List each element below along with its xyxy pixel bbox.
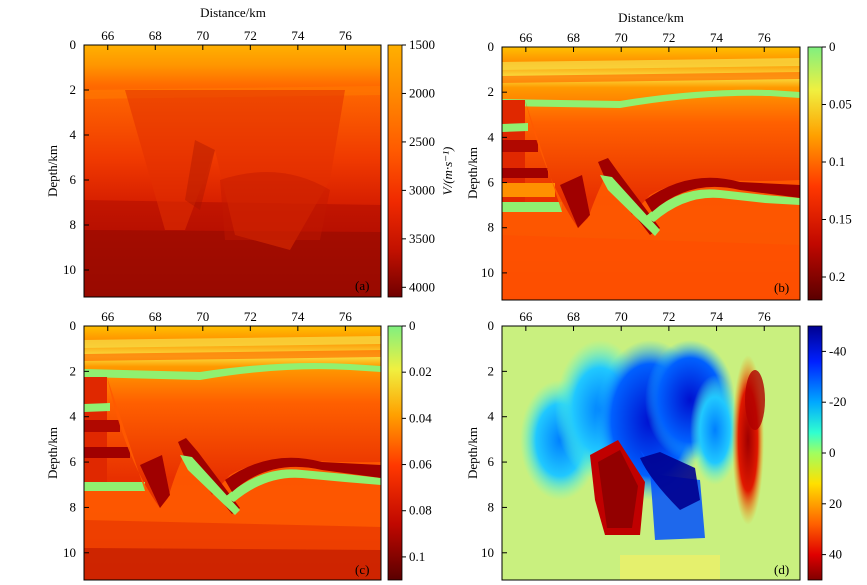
panel-c-image (84, 326, 381, 580)
panel-d-x-tick-label: 70 (615, 309, 628, 324)
panel-b-colorbar-tick-label: 0.1 (829, 154, 845, 169)
panel-d-colorbar-tick-label: 0 (829, 445, 836, 460)
panel-a-y-tick-label: 2 (70, 82, 77, 97)
panel-b-colorbar (807, 46, 823, 301)
panel-c-y-tick-label: 0 (70, 318, 77, 333)
panel-a-colorbar-tick-label: 3500 (409, 231, 435, 246)
panel-b-frame (501, 46, 801, 301)
panel-c-colorbar-tick-label: 0.08 (409, 503, 432, 518)
panel-c-y-axis-title: Depth/km (45, 427, 60, 479)
panel-d-colorbar-tick-label: 20 (829, 496, 842, 511)
panel-c-x-tick-label: 68 (149, 309, 162, 324)
panel-c-y-tick-label: 10 (63, 545, 76, 560)
panel-b-x-tick-label: 70 (615, 30, 628, 45)
panel-c (83, 325, 403, 581)
panel-c-x-tick-label: 72 (244, 309, 257, 324)
panel-a-colorbar-tick-label: 4000 (409, 279, 435, 294)
panel-b-y-tick-label: 6 (488, 175, 495, 190)
panel-b-y-tick-label: 2 (488, 84, 495, 99)
panel-a-colorbar (387, 44, 403, 298)
panel-d-colorbar-tick-label: -20 (829, 394, 846, 409)
panel-a-x-tick-label: 66 (101, 28, 115, 43)
panel-b-x-tick-label: 68 (567, 30, 580, 45)
panel-b-x-tick-label: 74 (710, 30, 724, 45)
panel-d-colorbar (807, 325, 823, 581)
panel-a-x-tick-label: 68 (149, 28, 162, 43)
panel-a-y-tick-label: 10 (63, 262, 76, 277)
ticks-layer: 66 68 70 72 74 760246810150020002500300035004… (63, 28, 852, 564)
panel-a-colorbar-tick-label: 2000 (409, 85, 435, 100)
panel-b-y-axis-title: Depth/km (465, 147, 480, 199)
panel-d-y-axis-title: Depth/km (465, 427, 480, 479)
panel-a (83, 44, 403, 298)
panel-c-x-tick-label: 66 (101, 309, 115, 324)
panel-c-colorbar (387, 325, 403, 581)
panel-c-y-tick-label: 6 (70, 454, 77, 469)
panel-b-y-tick-label: 4 (488, 129, 495, 144)
panel-a-colorbar-tick-label: 3000 (409, 182, 435, 197)
panel-d-tag: (d) (774, 562, 789, 577)
panel-a-colorbar-title: V/(m·s⁻¹) (440, 147, 455, 196)
panel-b-y-tick-label: 8 (488, 220, 495, 235)
panel-c-colorbar-tick-label: 0.04 (409, 410, 432, 425)
panel-b-image (502, 47, 800, 300)
panel-d-image (502, 326, 800, 580)
panel-d-y-tick-label: 8 (488, 499, 495, 514)
panel-a-x-tick-label: 76 (339, 28, 353, 43)
panel-b-colorbar-tick-label: 0.15 (829, 212, 852, 227)
panel-a-y-tick-label: 0 (70, 37, 77, 52)
panel-b-x-axis-title: Distance/km (618, 10, 684, 25)
panel-d-colorbar-tick-label: -40 (829, 343, 846, 358)
panel-d-x-tick-label: 74 (710, 309, 724, 324)
panel-a-x-tick-label: 72 (244, 28, 257, 43)
panel-c-tag: (c) (355, 562, 369, 577)
panel-d-colorbar-tick-label: 40 (829, 547, 842, 562)
panel-c-colorbar-tick-label: 0.02 (409, 364, 432, 379)
panel-d-y-tick-label: 10 (481, 545, 494, 560)
panel-d (501, 325, 823, 581)
panel-b-y-tick-label: 0 (488, 39, 495, 54)
panel-c-colorbar-tick-label: 0.06 (409, 457, 432, 472)
panel-c-frame (83, 325, 382, 581)
panel-d-x-tick-label: 66 (519, 309, 533, 324)
panel-b-colorbar-tick-label: 0.2 (829, 269, 845, 284)
panel-a-frame (83, 44, 382, 298)
panel-c-colorbar-tick-label: 0 (409, 318, 416, 333)
panel-d-frame (501, 325, 801, 581)
panel-c-x-tick-label: 76 (339, 309, 353, 324)
panel-a-y-tick-label: 4 (70, 127, 77, 142)
panel-a-x-axis-title: Distance/km (200, 5, 266, 20)
panel-b (501, 46, 823, 301)
panel-d-y-tick-label: 2 (488, 363, 495, 378)
panel-b-x-tick-label: 66 (519, 30, 533, 45)
panel-a-y-tick-label: 6 (70, 172, 77, 187)
panel-a-x-tick-label: 70 (196, 28, 209, 43)
panel-c-x-tick-label: 74 (291, 309, 305, 324)
panel-c-y-tick-label: 4 (70, 409, 77, 424)
panel-c-y-tick-label: 8 (70, 499, 77, 514)
panel-d-y-tick-label: 0 (488, 318, 495, 333)
panel-a-x-tick-label: 74 (291, 28, 305, 43)
panel-d-x-tick-label: 68 (567, 309, 580, 324)
panel-a-colorbar-tick-label: 2500 (409, 134, 435, 149)
panel-d-y-tick-label: 4 (488, 409, 495, 424)
panel-b-y-tick-label: 10 (481, 265, 494, 280)
panel-d-y-tick-label: 6 (488, 454, 495, 469)
panel-d-x-tick-label: 76 (758, 309, 772, 324)
panel-d-x-tick-label: 72 (662, 309, 675, 324)
panel-c-colorbar-tick-label: 0.1 (409, 549, 425, 564)
panel-b-colorbar-tick-label: 0.05 (829, 97, 852, 112)
panel-a-y-tick-label: 8 (70, 217, 77, 232)
panel-c-x-tick-label: 70 (196, 309, 209, 324)
panel-b-x-tick-label: 76 (758, 30, 772, 45)
panel-b-x-tick-label: 72 (662, 30, 675, 45)
panel-a-image (84, 45, 381, 297)
panel-b-colorbar-tick-label: 0 (829, 39, 836, 54)
panel-b-tag: (b) (774, 280, 789, 295)
panel-a-tag: (a) (355, 278, 369, 293)
panel-c-y-tick-label: 2 (70, 363, 77, 378)
panel-a-y-axis-title: Depth/km (45, 145, 60, 197)
panel-a-colorbar-tick-label: 1500 (409, 37, 435, 52)
